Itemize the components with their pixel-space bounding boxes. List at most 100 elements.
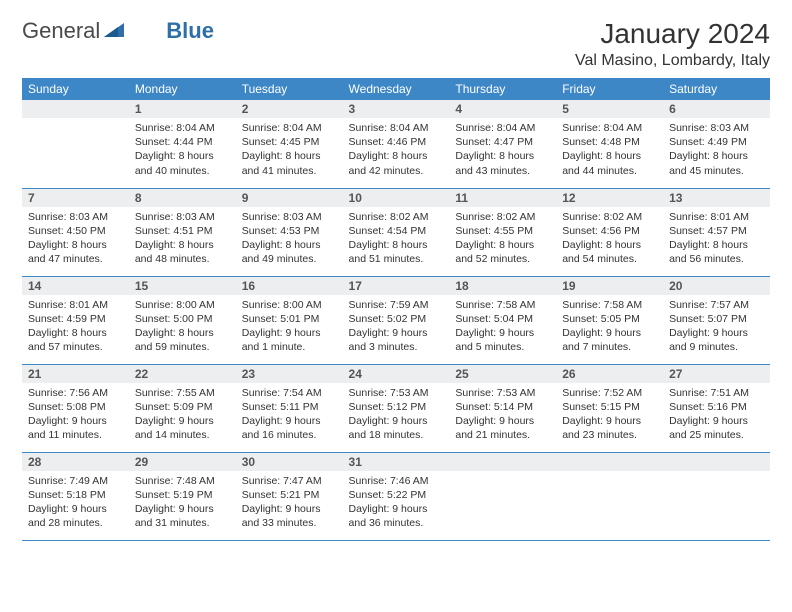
day-number [556, 453, 663, 471]
day-details: Sunrise: 8:02 AMSunset: 4:54 PMDaylight:… [343, 207, 450, 273]
day-number [449, 453, 556, 471]
day-details: Sunrise: 7:57 AMSunset: 5:07 PMDaylight:… [663, 295, 770, 361]
day-number: 28 [22, 453, 129, 471]
day-number: 21 [22, 365, 129, 383]
calendar-day-cell: 14Sunrise: 8:01 AMSunset: 4:59 PMDayligh… [22, 276, 129, 364]
calendar-day-cell: 7Sunrise: 8:03 AMSunset: 4:50 PMDaylight… [22, 188, 129, 276]
calendar-week-row: 21Sunrise: 7:56 AMSunset: 5:08 PMDayligh… [22, 364, 770, 452]
day-number: 25 [449, 365, 556, 383]
day-number: 11 [449, 189, 556, 207]
day-details: Sunrise: 8:04 AMSunset: 4:48 PMDaylight:… [556, 118, 663, 184]
header: General Blue January 2024 Val Masino, Lo… [22, 18, 770, 70]
day-details: Sunrise: 7:52 AMSunset: 5:15 PMDaylight:… [556, 383, 663, 449]
day-number: 12 [556, 189, 663, 207]
day-number: 9 [236, 189, 343, 207]
page-title: January 2024 [575, 18, 770, 50]
day-number: 15 [129, 277, 236, 295]
calendar-week-row: 1Sunrise: 8:04 AMSunset: 4:44 PMDaylight… [22, 100, 770, 188]
day-details: Sunrise: 8:02 AMSunset: 4:56 PMDaylight:… [556, 207, 663, 273]
day-details: Sunrise: 8:04 AMSunset: 4:46 PMDaylight:… [343, 118, 450, 184]
calendar-day-cell: 15Sunrise: 8:00 AMSunset: 5:00 PMDayligh… [129, 276, 236, 364]
calendar-week-row: 14Sunrise: 8:01 AMSunset: 4:59 PMDayligh… [22, 276, 770, 364]
calendar-day-cell: 12Sunrise: 8:02 AMSunset: 4:56 PMDayligh… [556, 188, 663, 276]
day-number: 5 [556, 100, 663, 118]
day-number [663, 453, 770, 471]
calendar-day-cell [663, 452, 770, 540]
day-number: 20 [663, 277, 770, 295]
weekday-header: Monday [129, 78, 236, 100]
day-details: Sunrise: 7:54 AMSunset: 5:11 PMDaylight:… [236, 383, 343, 449]
day-number: 8 [129, 189, 236, 207]
calendar-table: SundayMondayTuesdayWednesdayThursdayFrid… [22, 78, 770, 541]
day-details: Sunrise: 8:00 AMSunset: 5:01 PMDaylight:… [236, 295, 343, 361]
calendar-day-cell: 23Sunrise: 7:54 AMSunset: 5:11 PMDayligh… [236, 364, 343, 452]
day-number: 27 [663, 365, 770, 383]
calendar-day-cell: 25Sunrise: 7:53 AMSunset: 5:14 PMDayligh… [449, 364, 556, 452]
day-number: 2 [236, 100, 343, 118]
day-number: 1 [129, 100, 236, 118]
day-details: Sunrise: 7:56 AMSunset: 5:08 PMDaylight:… [22, 383, 129, 449]
calendar-day-cell: 20Sunrise: 7:57 AMSunset: 5:07 PMDayligh… [663, 276, 770, 364]
weekday-header: Tuesday [236, 78, 343, 100]
title-block: January 2024 Val Masino, Lombardy, Italy [575, 18, 770, 70]
calendar-day-cell [556, 452, 663, 540]
logo: General Blue [22, 18, 214, 44]
day-number: 23 [236, 365, 343, 383]
calendar-day-cell: 10Sunrise: 8:02 AMSunset: 4:54 PMDayligh… [343, 188, 450, 276]
calendar-day-cell: 11Sunrise: 8:02 AMSunset: 4:55 PMDayligh… [449, 188, 556, 276]
calendar-day-cell: 30Sunrise: 7:47 AMSunset: 5:21 PMDayligh… [236, 452, 343, 540]
day-number: 31 [343, 453, 450, 471]
weekday-header: Friday [556, 78, 663, 100]
day-details: Sunrise: 8:00 AMSunset: 5:00 PMDaylight:… [129, 295, 236, 361]
calendar-day-cell [22, 100, 129, 188]
calendar-day-cell: 16Sunrise: 8:00 AMSunset: 5:01 PMDayligh… [236, 276, 343, 364]
calendar-day-cell: 5Sunrise: 8:04 AMSunset: 4:48 PMDaylight… [556, 100, 663, 188]
weekday-header: Sunday [22, 78, 129, 100]
day-number: 30 [236, 453, 343, 471]
calendar-week-row: 7Sunrise: 8:03 AMSunset: 4:50 PMDaylight… [22, 188, 770, 276]
day-details: Sunrise: 7:58 AMSunset: 5:05 PMDaylight:… [556, 295, 663, 361]
day-details: Sunrise: 8:04 AMSunset: 4:47 PMDaylight:… [449, 118, 556, 184]
day-details: Sunrise: 8:03 AMSunset: 4:50 PMDaylight:… [22, 207, 129, 273]
calendar-day-cell: 26Sunrise: 7:52 AMSunset: 5:15 PMDayligh… [556, 364, 663, 452]
day-number: 19 [556, 277, 663, 295]
calendar-day-cell: 3Sunrise: 8:04 AMSunset: 4:46 PMDaylight… [343, 100, 450, 188]
day-details: Sunrise: 8:03 AMSunset: 4:49 PMDaylight:… [663, 118, 770, 184]
day-details: Sunrise: 7:53 AMSunset: 5:14 PMDaylight:… [449, 383, 556, 449]
calendar-day-cell: 9Sunrise: 8:03 AMSunset: 4:53 PMDaylight… [236, 188, 343, 276]
day-number: 17 [343, 277, 450, 295]
day-details: Sunrise: 7:47 AMSunset: 5:21 PMDaylight:… [236, 471, 343, 537]
day-details: Sunrise: 8:01 AMSunset: 4:57 PMDaylight:… [663, 207, 770, 273]
day-details: Sunrise: 8:04 AMSunset: 4:45 PMDaylight:… [236, 118, 343, 184]
weekday-header: Thursday [449, 78, 556, 100]
calendar-day-cell: 31Sunrise: 7:46 AMSunset: 5:22 PMDayligh… [343, 452, 450, 540]
calendar-day-cell [449, 452, 556, 540]
calendar-day-cell: 27Sunrise: 7:51 AMSunset: 5:16 PMDayligh… [663, 364, 770, 452]
day-number: 24 [343, 365, 450, 383]
calendar-week-row: 28Sunrise: 7:49 AMSunset: 5:18 PMDayligh… [22, 452, 770, 540]
day-details: Sunrise: 7:51 AMSunset: 5:16 PMDaylight:… [663, 383, 770, 449]
day-details: Sunrise: 7:58 AMSunset: 5:04 PMDaylight:… [449, 295, 556, 361]
day-details: Sunrise: 8:04 AMSunset: 4:44 PMDaylight:… [129, 118, 236, 184]
day-number: 4 [449, 100, 556, 118]
day-details: Sunrise: 8:03 AMSunset: 4:51 PMDaylight:… [129, 207, 236, 273]
day-details: Sunrise: 7:55 AMSunset: 5:09 PMDaylight:… [129, 383, 236, 449]
day-details: Sunrise: 7:59 AMSunset: 5:02 PMDaylight:… [343, 295, 450, 361]
location: Val Masino, Lombardy, Italy [575, 52, 770, 70]
day-details: Sunrise: 7:53 AMSunset: 5:12 PMDaylight:… [343, 383, 450, 449]
day-number: 29 [129, 453, 236, 471]
calendar-day-cell: 2Sunrise: 8:04 AMSunset: 4:45 PMDaylight… [236, 100, 343, 188]
day-number: 6 [663, 100, 770, 118]
day-number: 26 [556, 365, 663, 383]
weekday-header: Saturday [663, 78, 770, 100]
calendar-day-cell: 17Sunrise: 7:59 AMSunset: 5:02 PMDayligh… [343, 276, 450, 364]
calendar-head: SundayMondayTuesdayWednesdayThursdayFrid… [22, 78, 770, 100]
calendar-day-cell: 1Sunrise: 8:04 AMSunset: 4:44 PMDaylight… [129, 100, 236, 188]
calendar-day-cell: 28Sunrise: 7:49 AMSunset: 5:18 PMDayligh… [22, 452, 129, 540]
day-number: 3 [343, 100, 450, 118]
day-number [22, 100, 129, 118]
calendar-day-cell: 29Sunrise: 7:48 AMSunset: 5:19 PMDayligh… [129, 452, 236, 540]
day-number: 16 [236, 277, 343, 295]
weekday-header: Wednesday [343, 78, 450, 100]
day-number: 13 [663, 189, 770, 207]
